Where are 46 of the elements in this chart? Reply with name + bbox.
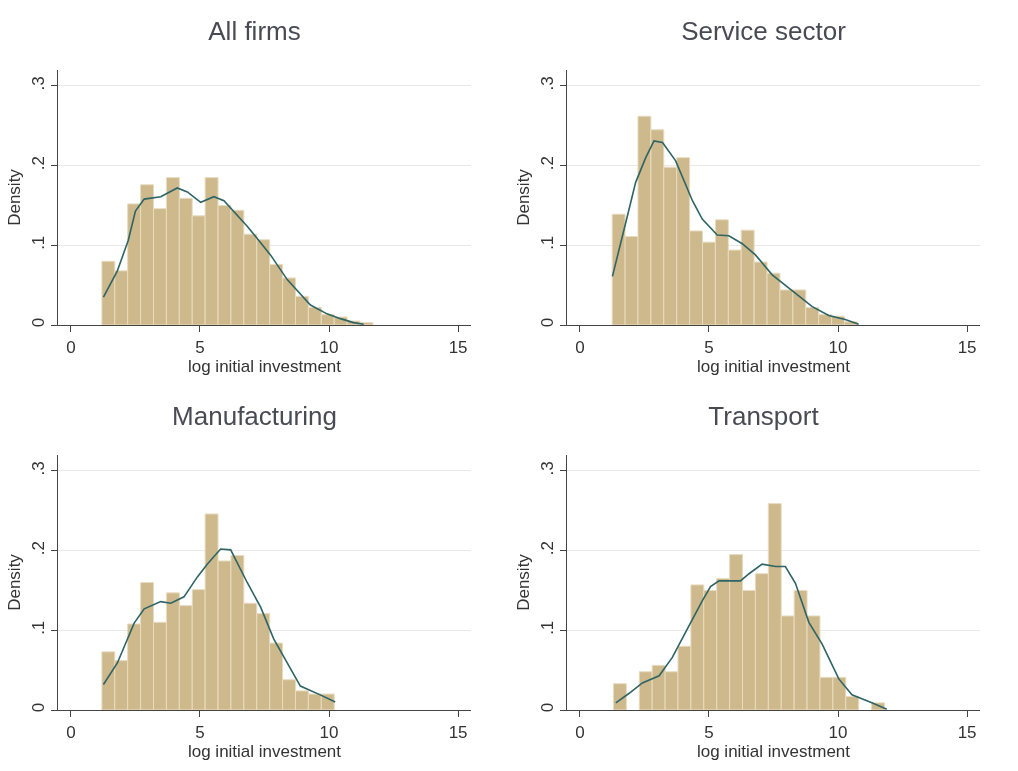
y-tick-label: .2: [537, 540, 557, 556]
y-tick-label: .1: [28, 235, 48, 250]
chart-title: All firms: [208, 15, 301, 46]
x-axis-title: log initial investment: [696, 741, 851, 761]
y-tick-label: .3: [28, 461, 48, 476]
x-tick-label: 5: [704, 337, 714, 357]
y-tick-label: 0: [537, 317, 557, 328]
y-tick-label: .1: [537, 235, 557, 250]
y-tick-label: 0: [28, 317, 48, 328]
y-tick-label: .3: [28, 76, 48, 91]
y-tick-label: .2: [28, 155, 48, 171]
line-series: [614, 563, 888, 710]
y-tick-label: .3: [537, 461, 557, 476]
x-axis-title: log initial investment: [187, 741, 342, 761]
chart-title: Manufacturing: [172, 400, 337, 431]
x-tick-label: 0: [575, 722, 585, 742]
line-series: [611, 140, 860, 325]
x-tick-label: 10: [828, 722, 848, 742]
y-axis-title: Density: [4, 168, 24, 226]
y-tick-label: .2: [537, 155, 557, 171]
y-tick-label: .2: [28, 540, 48, 556]
x-axis-title: log initial investment: [696, 356, 851, 376]
x-tick-label: 15: [957, 337, 977, 357]
x-tick-label: 10: [319, 337, 339, 357]
x-tick-label: 0: [66, 722, 76, 742]
y-axis-title: Density: [4, 553, 24, 611]
x-tick-label: 15: [448, 337, 468, 357]
x-tick-label: 0: [575, 337, 585, 357]
y-tick-label: .1: [537, 620, 557, 635]
y-tick-label: 0: [28, 702, 48, 713]
x-tick-label: 5: [195, 337, 205, 357]
x-tick-label: 10: [828, 337, 848, 357]
y-tick-label: 0: [537, 702, 557, 713]
chart-title: Service sector: [681, 15, 847, 46]
x-tick-label: 0: [66, 337, 76, 357]
x-tick-label: 5: [195, 722, 205, 742]
x-tick-label: 10: [319, 722, 339, 742]
y-axis-title: Density: [513, 553, 533, 611]
y-tick-label: .3: [537, 76, 557, 91]
y-tick-label: .1: [28, 620, 48, 635]
x-axis-title: log initial investment: [187, 356, 342, 376]
x-tick-label: 5: [704, 722, 714, 742]
x-tick-label: 15: [448, 722, 468, 742]
y-axis-title: Density: [513, 168, 533, 226]
x-tick-label: 15: [957, 722, 977, 742]
chart-title: Transport: [708, 400, 820, 431]
